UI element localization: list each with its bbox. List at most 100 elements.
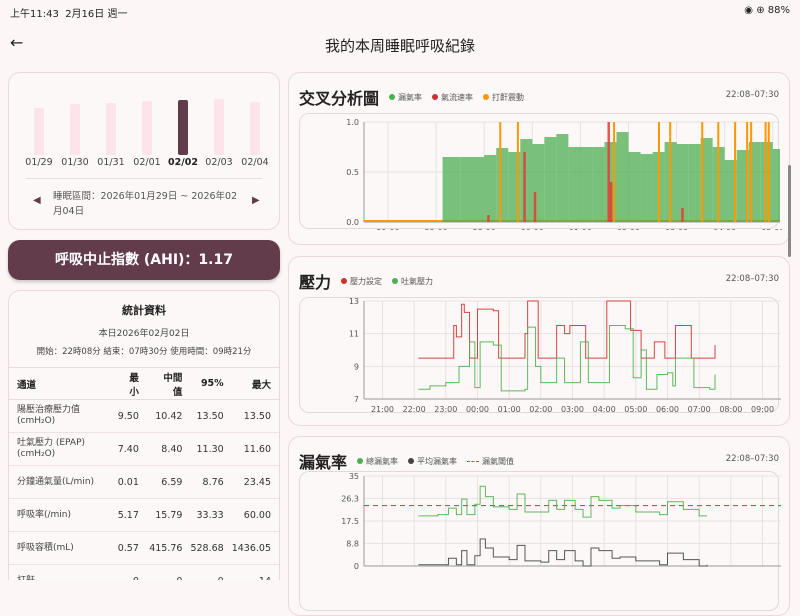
table-cell: 415.76 — [146, 531, 191, 565]
leak-bar — [496, 148, 509, 222]
day-label[interactable]: 02/04 — [241, 157, 269, 168]
day-label[interactable]: 01/29 — [25, 157, 53, 168]
y-tick-label: 35 — [349, 472, 359, 481]
table-row: 打鼾00014 — [9, 564, 279, 580]
leak-bar — [760, 142, 773, 222]
y-tick-label: 0.5 — [346, 168, 359, 177]
table-cell: 528.68 — [190, 531, 232, 565]
y-tick-label: 11 — [349, 330, 359, 339]
column-header: 最大 — [231, 367, 279, 400]
table-cell: 23.45 — [231, 465, 279, 499]
table-cell: 11.30 — [190, 432, 232, 466]
ahi-banner: 呼吸中止指數 (AHI)：1.17 — [8, 240, 280, 280]
prev-week-icon[interactable]: ◀ — [33, 195, 41, 206]
day-label[interactable]: 02/02 — [168, 157, 198, 168]
table-cell: 0.01 — [113, 465, 147, 499]
cross-analysis-section: 交叉分析圖 漏氣率 氣流速率 打鼾震動 22:08–07:30 21:00 22:… — [288, 72, 790, 245]
x-tick-label: 03:00 — [561, 405, 584, 414]
leak-bar — [628, 152, 641, 222]
table-cell: 60.00 — [231, 498, 279, 532]
leak-bar — [556, 134, 569, 222]
day-bar[interactable] — [142, 101, 152, 155]
snore-bar — [746, 122, 749, 222]
stats-table: 通道 最小 中間值 95% 最大 陽壓治療壓力值 (cmH₂O) 9.50 10.42 13.5… — [9, 367, 279, 580]
table-cell: 6.59 — [146, 465, 191, 499]
column-header: 中間值 — [146, 367, 191, 400]
table-row: 分鐘通氣量(L/min) 0.01 6.59 8.76 23.45 — [9, 465, 279, 499]
x-tick-label: 05:00 — [624, 405, 647, 414]
table-cell: 33.33 — [190, 498, 232, 532]
day-bar[interactable] — [250, 102, 260, 155]
day-bar[interactable] — [178, 100, 188, 155]
day-label[interactable]: 01/31 — [97, 157, 125, 168]
x-tick-label: 09:00 — [751, 405, 774, 414]
leak-bar — [520, 139, 533, 222]
next-week-icon[interactable]: ▶ — [252, 195, 260, 206]
leak-bar — [544, 137, 557, 222]
series-line-1 — [418, 538, 708, 567]
table-cell: 13.50 — [190, 399, 232, 433]
x-tick-label: 03:00 — [665, 228, 688, 230]
legend-airflow: 氣流速率 — [432, 92, 473, 103]
scrollbar[interactable] — [788, 165, 791, 257]
y-tick-label: 8.8 — [346, 539, 359, 548]
x-tick-label: 00:00 — [521, 228, 544, 230]
table-cell: 0 — [146, 564, 191, 580]
table-cell: 呼吸容積(mL) — [9, 531, 114, 565]
table-cell: 10.42 — [146, 399, 191, 433]
leak-bar — [442, 157, 461, 222]
day-bar[interactable] — [34, 107, 44, 155]
table-cell: 5.17 — [113, 498, 147, 532]
table-cell: 7.40 — [113, 432, 147, 466]
leak-bar — [460, 157, 485, 222]
stats-title: 統計資料 — [122, 304, 166, 317]
snore-bar — [516, 122, 519, 222]
table-cell: 9.50 — [113, 399, 147, 433]
time-range: 22:08–07:30 — [725, 274, 779, 284]
day-label[interactable]: 02/03 — [205, 157, 233, 168]
sleep-range: 睡眠區間：2026年01月29日 ~ 2026年02月04日 — [53, 191, 238, 217]
y-tick-label: 17.5 — [341, 517, 359, 526]
arrow-left-icon[interactable]: ← — [10, 33, 24, 52]
table-cell: 14 — [231, 564, 279, 580]
day-label[interactable]: 02/01 — [133, 157, 161, 168]
x-tick-label: 06:00 — [656, 405, 679, 414]
day-bar[interactable] — [70, 103, 80, 155]
leak-bar — [736, 150, 749, 222]
time-range: 22:08–07:30 — [725, 454, 779, 464]
table-cell: 0.57 — [113, 531, 147, 565]
y-tick-label: 26.3 — [341, 494, 359, 503]
leak-bar — [568, 147, 581, 222]
x-tick-label: 01:00 — [498, 405, 521, 414]
x-tick-label: 02:00 — [529, 405, 552, 414]
x-tick-label: 00:00 — [466, 405, 489, 414]
series-line-1 — [418, 325, 716, 392]
airflow-bar — [609, 182, 613, 222]
table-cell: 呼吸率(/min) — [9, 498, 114, 532]
leak-bar — [580, 147, 593, 222]
status-time: 上午11:43 2月16日 週一 — [10, 9, 128, 20]
snore-bar — [613, 122, 616, 222]
x-tick-label: 22:00 — [425, 228, 448, 230]
snore-bar — [669, 122, 672, 222]
table-cell: 陽壓治療壓力值 (cmH₂O) — [9, 399, 114, 433]
day-bar[interactable] — [214, 99, 224, 155]
snore-bar — [657, 122, 660, 222]
status-battery: ◉ ⊕ 88% — [744, 5, 790, 16]
day-label[interactable]: 01/30 — [61, 157, 89, 168]
legend-epap: 吐氣壓力 — [392, 276, 433, 287]
day-bar[interactable] — [106, 103, 116, 155]
table-row: 呼吸容積(mL) 0.57 415.76 528.68 1436.05 — [9, 531, 279, 565]
leak-bar — [484, 155, 497, 222]
legend-total-leak: 總漏氣率 — [357, 456, 398, 467]
column-header: 通道 — [9, 367, 114, 400]
week-selector: ◀ 睡眠區間：2026年01月29日 ~ 2026年02月04日 ▶ 01/29… — [8, 72, 280, 230]
table-cell: 15.79 — [146, 498, 191, 532]
table-cell: 分鐘通氣量(L/min) — [9, 465, 114, 499]
table-cell: 8.40 — [146, 432, 191, 466]
snore-bar — [750, 122, 753, 222]
snore-bar — [701, 122, 704, 222]
table-cell: 0 — [113, 564, 147, 580]
y-tick-label: 1.0 — [346, 118, 359, 127]
airflow-bar — [523, 152, 526, 222]
